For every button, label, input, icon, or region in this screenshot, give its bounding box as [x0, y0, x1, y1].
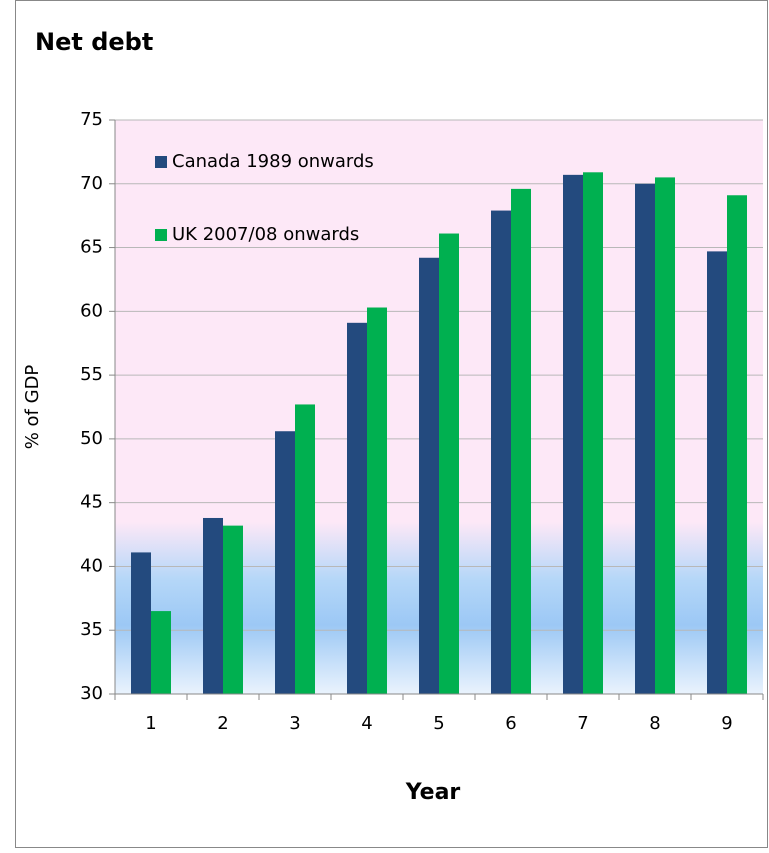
legend-swatch [155, 156, 167, 168]
bar [707, 251, 727, 695]
y-tick-label: 60 [80, 300, 103, 321]
bar [727, 195, 747, 694]
bar [295, 404, 315, 694]
bar [275, 431, 295, 694]
legend-label: Canada 1989 onwards [172, 151, 374, 172]
y-tick-label: 70 [80, 173, 103, 194]
chart-title: Net debt [35, 28, 153, 56]
y-tick-label: 35 [80, 619, 103, 640]
legend-label: UK 2007/08 onwards [172, 224, 359, 245]
bar [419, 257, 439, 694]
y-axis-label: % of GDP [22, 365, 43, 450]
x-axis-label: Year [405, 780, 461, 805]
x-tick-label: 1 [145, 713, 156, 734]
x-tick-label: 9 [721, 713, 732, 734]
y-tick-label: 65 [80, 237, 103, 258]
x-tick-label: 4 [361, 713, 372, 734]
x-tick-label: 2 [217, 713, 228, 734]
bar [511, 188, 531, 694]
bar [131, 552, 151, 694]
x-tick-label: 5 [433, 713, 444, 734]
y-tick-label: 50 [80, 428, 103, 449]
y-tick-label: 45 [80, 492, 103, 513]
bar [367, 307, 387, 694]
bar [655, 177, 675, 694]
y-tick-label: 30 [80, 683, 103, 704]
y-tick-label: 55 [80, 364, 103, 385]
bar [491, 210, 511, 694]
bar [635, 183, 655, 694]
legend-swatch [155, 229, 167, 241]
bar [439, 233, 459, 694]
x-tick-label: 3 [289, 713, 300, 734]
bar [223, 525, 243, 694]
bar [151, 611, 171, 694]
y-tick-label: 40 [80, 555, 103, 576]
bar [347, 322, 367, 694]
bar [583, 172, 603, 694]
x-tick-label: 6 [505, 713, 516, 734]
bar [563, 174, 583, 695]
y-tick-label: 75 [80, 109, 103, 130]
x-tick-label: 8 [649, 713, 660, 734]
bar [203, 517, 223, 694]
x-tick-label: 7 [577, 713, 588, 734]
